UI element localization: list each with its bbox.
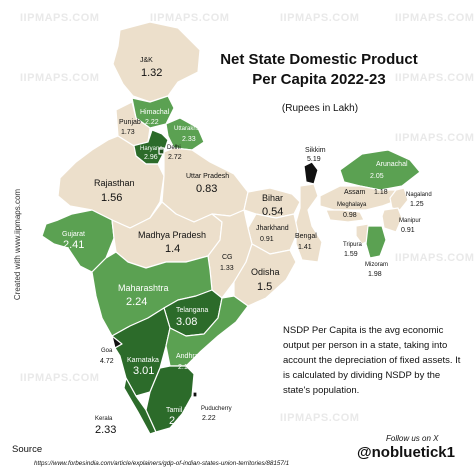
label-name: J&K: [140, 57, 153, 64]
state-tamilnadu: [145, 365, 195, 433]
label-name: Odisha: [251, 267, 280, 277]
label-name: Tripura: [343, 242, 362, 248]
label-name: Bihar: [262, 193, 283, 203]
state-sikkim: [303, 161, 319, 185]
label-name: Madhya Pradesh: [138, 230, 206, 240]
state-uttarakhand: [165, 117, 205, 151]
label-value: 2.33: [182, 136, 196, 143]
label-name: Nagaland: [406, 192, 432, 198]
label-value: 1.25: [410, 201, 424, 208]
state-manipur: [381, 207, 403, 233]
label-name: Uttarakhand: [174, 126, 207, 132]
label-name: Maharashtra: [118, 283, 169, 293]
label-name: Tamil Nadu: [166, 407, 201, 414]
label-value: 1.33: [220, 265, 234, 272]
label-value: 1.4: [165, 243, 180, 255]
state-nagaland: [389, 187, 409, 211]
label-value: 0.83: [196, 183, 217, 195]
label-name: Mizoram: [365, 262, 388, 268]
title-line-1: Net State Domestic Product: [220, 51, 418, 68]
map-subtitle: (Rupees in Lakh): [281, 103, 359, 114]
description-note: NSDP Per Capita is the avg economic outp…: [283, 325, 461, 396]
label-value: 2.41: [63, 239, 84, 251]
label-name: Delhi: [167, 145, 181, 151]
follow-label: Follow us on X: [386, 434, 439, 443]
label-name: Kerala: [95, 416, 113, 422]
label-value: 2.73: [169, 415, 190, 427]
label-value: 2.72: [168, 154, 182, 161]
map-title: Net State Domestic Product Per Capita 20…: [214, 50, 424, 90]
label-name: Haryana: [140, 146, 163, 152]
label-name: Gujarat: [62, 231, 85, 238]
state-puducherry: [192, 391, 198, 398]
state-bengal: [295, 183, 323, 263]
label-name: Bengal: [295, 233, 317, 240]
state-odisha: [233, 243, 297, 307]
credit-text: Created with www.iipmaps.com: [13, 188, 23, 301]
state-meghalaya: [325, 209, 365, 223]
label-name: Rajasthan: [94, 178, 135, 188]
label-value: 1.73: [121, 129, 135, 136]
label-name: Punjab: [119, 119, 141, 126]
label-value: 3.01: [133, 365, 154, 377]
label-name: CG: [222, 254, 233, 261]
label-value: 1.56: [101, 192, 122, 204]
label-value: 0.91: [401, 227, 415, 234]
source-label: Source: [12, 444, 43, 455]
label-value: 0.98: [343, 212, 357, 219]
label-name: Assam: [344, 189, 366, 196]
label-value: 3.08: [176, 316, 197, 328]
source-url[interactable]: https://www.forbesindia.com/article/expl…: [34, 460, 290, 467]
state-mizoram: [365, 225, 387, 259]
label-value: 0.54: [262, 206, 283, 218]
label-value: 1.59: [344, 251, 358, 258]
label-value: 2.33: [95, 424, 116, 436]
label-name: Manipur: [399, 218, 421, 224]
label-value: 1.32: [141, 67, 162, 79]
label-value: 4.72: [100, 358, 114, 365]
label-name: Andhra: [176, 353, 199, 360]
label-value: 2.19: [178, 364, 192, 371]
label-name: Arunachal: [376, 161, 408, 168]
label-value: 2.05: [370, 173, 384, 180]
label-value: 1.5: [257, 281, 272, 293]
state-assam: [319, 185, 399, 211]
label-value: 2.96: [144, 154, 158, 161]
label-value: 0.91: [260, 236, 274, 243]
social-handle: @nobluetick1: [357, 444, 455, 461]
label-value: 5.19: [307, 156, 321, 163]
label-name: Jharkhand: [256, 225, 289, 232]
label-name: Puducherry: [201, 406, 232, 412]
state-arunachal: [339, 149, 421, 191]
title-line-2: Per Capita 2022-23: [252, 71, 386, 88]
label-value: 1.98: [368, 271, 382, 278]
label-name: Uttar Pradesh: [186, 173, 229, 180]
state-jk: [112, 21, 201, 103]
label-name: Meghalaya: [337, 202, 367, 208]
state-cg: [207, 209, 253, 299]
label-value: 1.18: [374, 189, 388, 196]
label-name: Goa: [101, 348, 113, 354]
label-name: Karnataka: [127, 357, 159, 364]
label-name: Himachal: [140, 109, 170, 116]
label-name: Telangana: [176, 307, 208, 314]
state-kerala: [123, 377, 157, 435]
label-value: 1.41: [298, 244, 312, 251]
label-name: Sikkim: [305, 147, 326, 154]
label-value: 2.24: [126, 296, 147, 308]
label-value: 2.22: [202, 415, 216, 422]
label-value: 2.22: [145, 119, 159, 126]
